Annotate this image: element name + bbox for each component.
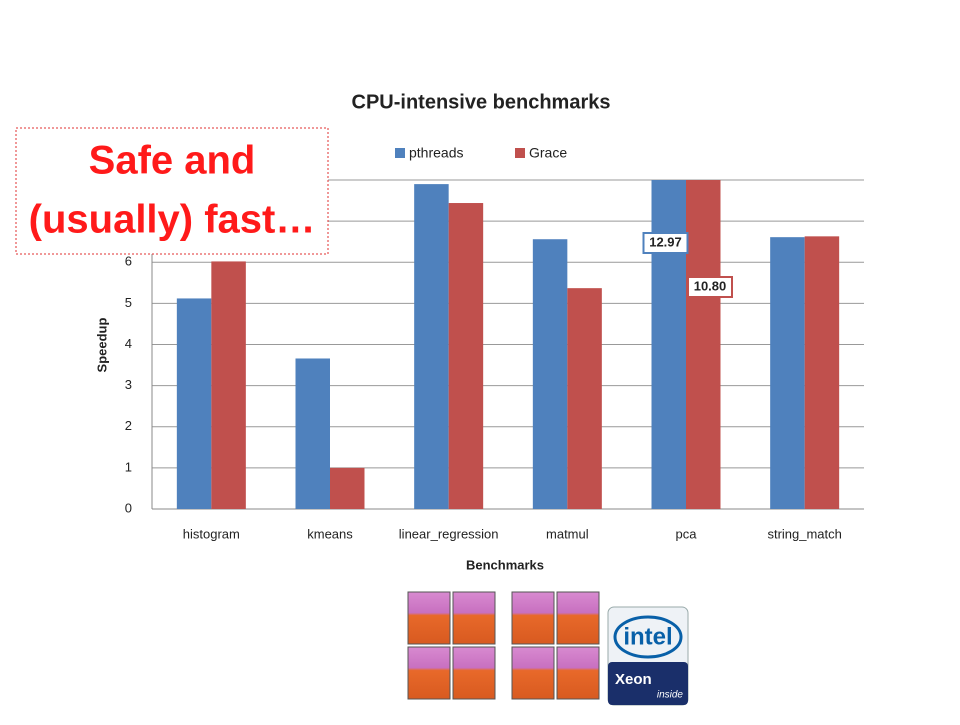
chip	[452, 591, 496, 645]
logo-swoosh	[613, 615, 683, 659]
x-tick-label: linear_regression	[399, 526, 499, 541]
bar	[686, 180, 721, 509]
bar	[176, 298, 212, 509]
x-tick-label: pca	[676, 526, 698, 541]
bar	[414, 184, 449, 510]
y-axis-title: Speedup	[94, 317, 109, 372]
callout-box	[15, 127, 329, 255]
y-tick-label: 6	[125, 254, 132, 269]
value-label: 10.80	[694, 278, 727, 293]
y-tick-label: 4	[125, 336, 132, 351]
bar	[770, 237, 805, 509]
logo-band	[608, 662, 688, 705]
legend-swatch	[515, 148, 525, 158]
callout-line: Safe and	[89, 139, 256, 183]
intel-logo: intel Xeon inside	[607, 606, 689, 706]
bar	[567, 288, 602, 509]
callout-line: (usually) fast…	[29, 198, 316, 242]
y-tick-label: 1	[125, 459, 132, 474]
bar	[211, 261, 246, 509]
bar	[651, 180, 686, 509]
chip	[407, 646, 451, 700]
chart-title: CPU-intensive benchmarks	[352, 91, 611, 113]
chip	[452, 646, 496, 700]
x-axis-title: Benchmarks	[466, 557, 544, 572]
value-label-box	[642, 232, 689, 254]
value-label-box	[687, 276, 733, 298]
bar	[532, 239, 568, 509]
chip	[556, 591, 600, 645]
bar	[330, 467, 365, 509]
chip	[556, 646, 600, 700]
legend-label: pthreads	[409, 145, 463, 161]
y-tick-label: 0	[125, 500, 132, 515]
bar	[804, 236, 840, 509]
chip	[511, 646, 555, 700]
logo-product: Xeon	[615, 671, 652, 688]
y-tick-label: 3	[125, 377, 132, 392]
legend-swatch	[395, 148, 405, 158]
chip-images	[407, 591, 600, 700]
logo-tagline: inside	[657, 690, 684, 701]
callout: Safe and (usually) fast…	[15, 127, 329, 255]
x-tick-label: histogram	[183, 526, 240, 541]
x-tick-label: string_match	[767, 526, 841, 541]
y-tick-label: 2	[125, 418, 132, 433]
x-tick-label: matmul	[546, 526, 589, 541]
chip	[407, 591, 451, 645]
chip	[511, 591, 555, 645]
bar	[295, 358, 330, 509]
plot-area: 012345678pthreadsGracehistogramkmeanslin…	[125, 145, 864, 541]
legend-label: Grace	[529, 145, 567, 161]
x-tick-label: kmeans	[307, 526, 353, 541]
bar	[448, 203, 484, 509]
y-tick-label: 5	[125, 295, 132, 310]
value-label: 12.97	[649, 234, 682, 249]
logo-brand: intel	[623, 623, 672, 650]
